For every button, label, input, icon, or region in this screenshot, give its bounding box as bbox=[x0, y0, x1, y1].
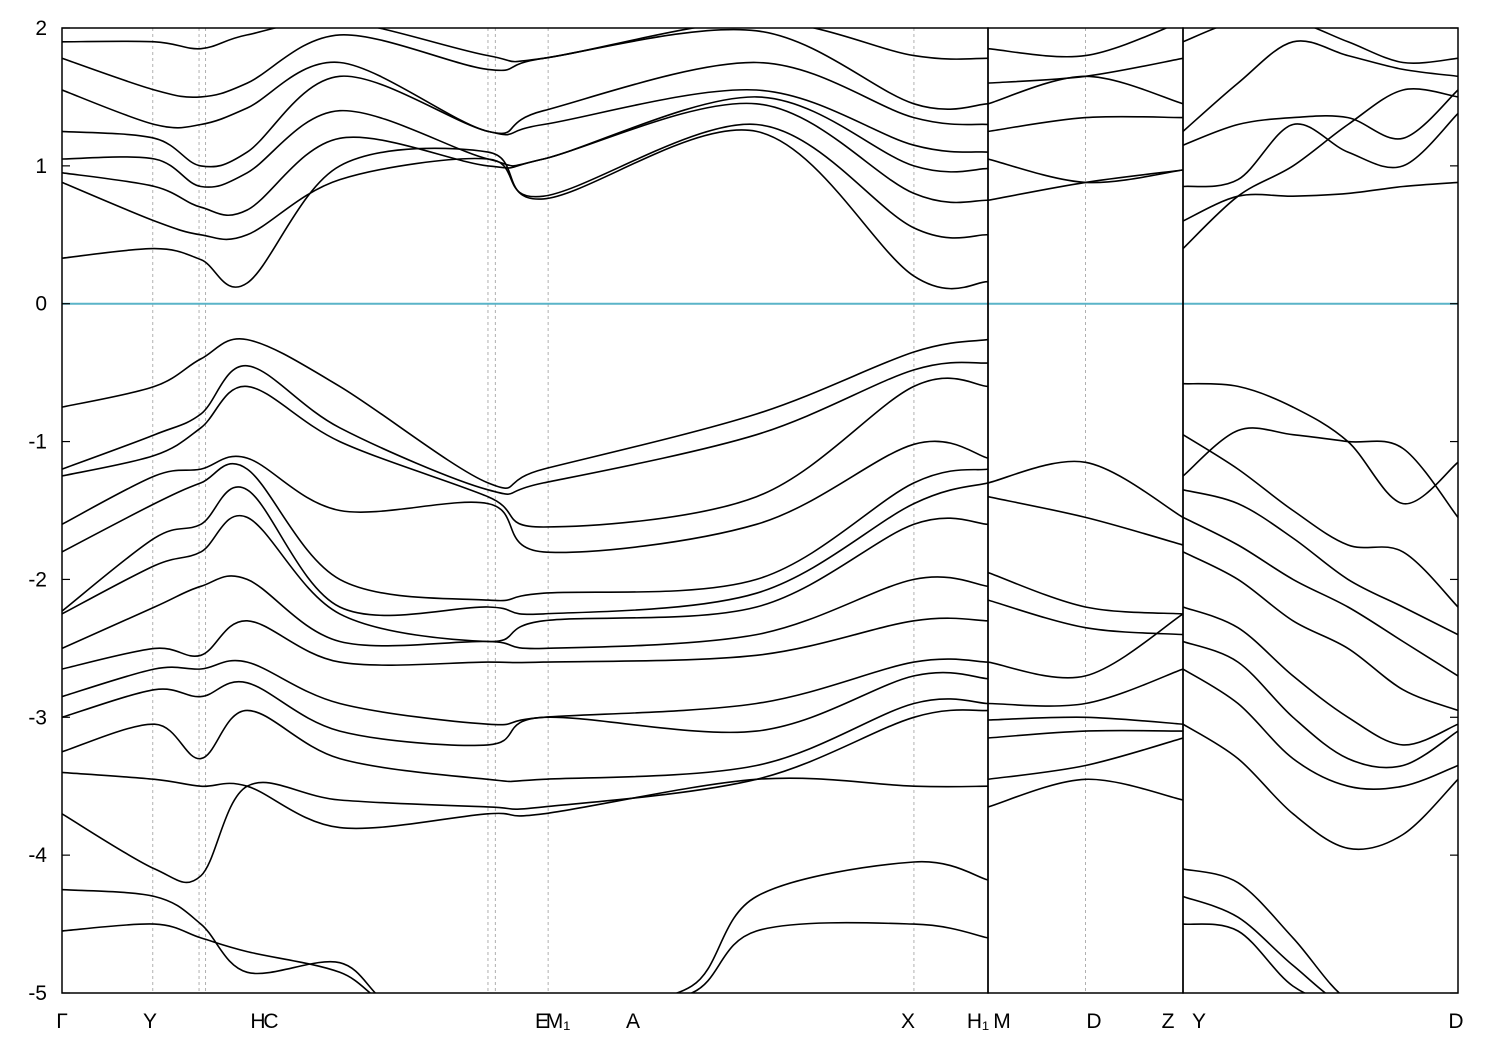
panel-frame bbox=[61, 27, 989, 994]
band-line bbox=[62, 514, 988, 643]
x-tick-label: Γ bbox=[56, 1010, 68, 1033]
x-tick-label: M bbox=[993, 1010, 1011, 1033]
y-tick-label: 2 bbox=[35, 17, 47, 40]
band-line bbox=[988, 158, 1183, 184]
x-tick-label: M₁ bbox=[546, 1010, 571, 1033]
x-tick-label: Y bbox=[143, 1010, 157, 1033]
band-line bbox=[988, 716, 1183, 725]
y-tick-label: -5 bbox=[28, 982, 47, 1005]
band-line bbox=[62, 129, 988, 290]
x-tick-label: H bbox=[250, 1010, 265, 1033]
band-line bbox=[62, 28, 988, 63]
y-tick-label: -2 bbox=[28, 568, 47, 591]
panel-frames bbox=[61, 27, 1459, 994]
band-line bbox=[1183, 723, 1458, 850]
band-line bbox=[62, 61, 988, 135]
y-axis: 2 1 0 -1 -2 -3 -4 -5 bbox=[28, 17, 1458, 1005]
band-line bbox=[62, 861, 988, 993]
band-line bbox=[1183, 181, 1458, 222]
y-tick-label: -1 bbox=[28, 431, 47, 454]
band-line bbox=[62, 709, 988, 884]
band-line bbox=[988, 28, 1169, 58]
band-line bbox=[62, 921, 988, 993]
band-line bbox=[1183, 489, 1458, 636]
band-line bbox=[62, 337, 988, 490]
x-tick-label: D bbox=[1086, 1010, 1101, 1033]
band-line bbox=[988, 115, 1183, 133]
band-line bbox=[1183, 88, 1458, 250]
band-line bbox=[62, 440, 988, 554]
y-tick-label: 0 bbox=[35, 293, 47, 316]
bands bbox=[62, 28, 1458, 993]
band-line bbox=[1183, 640, 1458, 769]
band-line bbox=[1183, 382, 1458, 505]
band-line bbox=[1183, 427, 1458, 518]
band-line bbox=[62, 698, 988, 783]
band-line bbox=[62, 482, 988, 617]
band-line bbox=[1183, 895, 1327, 993]
band-line bbox=[988, 668, 1183, 707]
band-line bbox=[988, 599, 1183, 636]
band-line bbox=[988, 613, 1183, 679]
band-line bbox=[62, 361, 988, 495]
x-tick-label: Z bbox=[1162, 1010, 1175, 1033]
band-line bbox=[62, 123, 988, 241]
x-axis: Γ Y HC EM₁ A X H₁ M D Z Y D bbox=[56, 1010, 1463, 1033]
band-line bbox=[62, 617, 988, 670]
band-line bbox=[988, 737, 1183, 781]
band-line bbox=[62, 658, 988, 726]
band-line bbox=[62, 575, 988, 650]
kpath-lines bbox=[152, 28, 1086, 993]
band-line bbox=[988, 729, 1183, 739]
band-line bbox=[62, 28, 988, 111]
y-tick-label: -3 bbox=[28, 706, 47, 729]
y-tick-label: 1 bbox=[35, 155, 47, 178]
band-line bbox=[1183, 923, 1307, 993]
band-line bbox=[1183, 516, 1458, 677]
x-tick-label: E bbox=[535, 1010, 549, 1033]
band-line bbox=[1183, 434, 1458, 608]
band-line bbox=[988, 495, 1183, 546]
band-line bbox=[62, 377, 988, 528]
band-line bbox=[988, 460, 1183, 519]
panel-frame bbox=[1182, 27, 1459, 994]
band-line bbox=[62, 102, 988, 216]
x-tick-label: X bbox=[901, 1010, 915, 1033]
x-tick-label: C bbox=[263, 1010, 278, 1033]
x-tick-label: H₁ bbox=[967, 1010, 989, 1033]
band-line bbox=[1183, 668, 1458, 791]
band-line bbox=[988, 778, 1183, 808]
band-line bbox=[1183, 606, 1458, 746]
y-tick-label: -4 bbox=[28, 844, 47, 867]
band-line bbox=[1183, 112, 1458, 188]
band-line bbox=[988, 57, 1183, 84]
band-line bbox=[988, 571, 1183, 615]
band-line bbox=[1183, 551, 1458, 712]
x-tick-label: A bbox=[626, 1010, 640, 1033]
band-line bbox=[62, 462, 988, 602]
band-line bbox=[1183, 40, 1458, 133]
band-line bbox=[62, 671, 988, 747]
band-line bbox=[1183, 89, 1458, 146]
band-line bbox=[1183, 868, 1341, 993]
x-tick-label: Y bbox=[1192, 1010, 1206, 1033]
band-line bbox=[1183, 28, 1458, 64]
x-tick-label: D bbox=[1448, 1010, 1463, 1033]
band-line bbox=[62, 771, 988, 830]
band-line bbox=[62, 96, 988, 188]
